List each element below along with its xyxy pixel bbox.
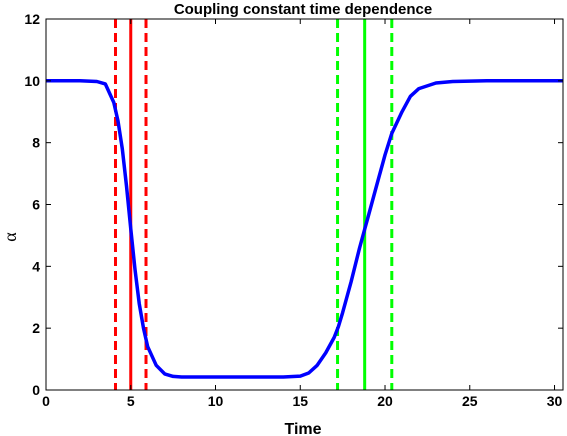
- y-tick-label: 4: [32, 258, 40, 274]
- y-tick-label: 8: [32, 135, 40, 151]
- y-axis-label: α: [0, 232, 20, 242]
- x-tick-label: 10: [208, 393, 224, 409]
- x-tick-label: 25: [462, 393, 478, 409]
- y-tick-label: 12: [24, 11, 40, 27]
- x-axis-label: Time: [284, 421, 321, 436]
- y-tick-label: 2: [32, 320, 40, 336]
- x-tick-label: 0: [42, 393, 50, 409]
- series-line-0: [46, 79, 563, 379]
- chart-title: Coupling constant time dependence: [174, 1, 432, 18]
- y-tick-label: 0: [32, 382, 40, 398]
- plot-area: 0 5 10 15 20 25 30 0 2 4 6 8 10 12: [24, 11, 564, 409]
- x-tick-label: 15: [292, 393, 308, 409]
- x-tick-label: 20: [377, 393, 393, 409]
- x-tick-label: 5: [127, 393, 135, 409]
- y-tick-label: 6: [32, 197, 40, 213]
- x-tick-label: 30: [547, 393, 563, 409]
- plot-frame: [45, 18, 564, 391]
- y-tick-label: 10: [24, 73, 40, 89]
